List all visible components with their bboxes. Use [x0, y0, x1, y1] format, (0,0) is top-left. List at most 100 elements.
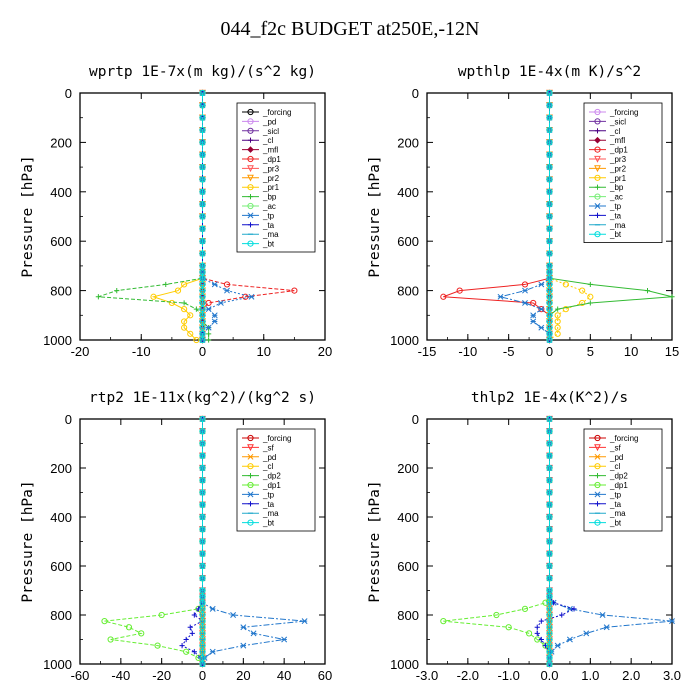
data-point: [199, 114, 206, 121]
chart-panel-2: wpthlp 1E-4x(m K)/s^2 Pressure [hPa] -15 -1…: [367, 64, 679, 359]
chart-panel-1: wprtp 1E-7x(m kg)/(s^2 kg) Pressure [hPa]…: [20, 64, 332, 359]
data-point: [199, 550, 206, 557]
legend-label: _cl: [262, 136, 273, 145]
legend-marker: [594, 444, 601, 452]
legend-label: _pr2: [262, 174, 280, 183]
x-tick-label: -1.0: [497, 668, 519, 683]
legend-label: _ac: [262, 202, 276, 211]
legend-label: _bp: [262, 193, 277, 202]
legend-marker: [594, 519, 601, 526]
legend-marker: [594, 128, 601, 134]
x-tick-label: 10: [257, 344, 271, 359]
data-point: [199, 102, 206, 109]
data-point: [114, 288, 120, 294]
data-point: [199, 489, 206, 496]
data-point: [546, 188, 553, 195]
data-point: [199, 605, 206, 612]
data-point: [546, 501, 553, 508]
data-point: [538, 618, 544, 624]
legend-label: _sf: [262, 443, 274, 452]
data-point: [546, 225, 553, 232]
legend-marker: [594, 231, 601, 238]
legend-label: _ta: [262, 500, 275, 509]
data-point: [291, 287, 298, 294]
data-point: [546, 452, 553, 459]
data-point: [579, 287, 586, 294]
data-point: [538, 636, 544, 643]
legend-label: _pr1: [609, 174, 627, 183]
data-point: [199, 306, 206, 313]
data-point: [301, 618, 308, 625]
data-point: [199, 618, 206, 625]
data-point: [546, 526, 553, 533]
data-point: [546, 562, 553, 570]
data-point: [546, 624, 553, 631]
series-tp: [497, 90, 553, 343]
data-point: [530, 318, 537, 325]
data-point: [546, 89, 553, 97]
chart-title: thlp2 1E-4x(K^2)/s: [471, 390, 628, 406]
data-point: [546, 489, 553, 496]
data-point: [546, 201, 553, 208]
legend-label: _ac: [609, 193, 623, 202]
y-tick-label: 400: [397, 185, 419, 200]
legend-marker: [594, 174, 601, 181]
legend-marker: [247, 491, 254, 498]
legend-box: [583, 428, 663, 532]
data-point: [206, 337, 212, 343]
data-point: [546, 538, 553, 545]
x-tick-label: 40: [277, 668, 291, 683]
legend-marker: [247, 202, 254, 210]
data-point: [138, 630, 145, 637]
x-tick-label: -40: [111, 668, 130, 683]
series-line: [98, 93, 210, 340]
legend-label: _forcing: [262, 434, 291, 443]
data-point: [199, 562, 206, 570]
legend-marker: [247, 184, 254, 191]
data-point: [554, 330, 561, 337]
data-point: [199, 275, 206, 282]
data-point: [199, 624, 206, 631]
data-point: [199, 312, 206, 319]
series-ma: [546, 92, 553, 341]
legend-label: _dp1: [262, 155, 281, 164]
legend: _forcing_sf_pd_cl_dp2_dp1_tp_ta_ma_bt: [236, 428, 316, 532]
data-point: [440, 293, 447, 300]
data-point: [205, 324, 212, 331]
data-point: [546, 464, 553, 472]
legend-marker: [247, 453, 254, 460]
legend-marker: [594, 203, 601, 209]
x-tick-label: -20: [71, 344, 90, 359]
y-tick-label: 0: [412, 412, 419, 427]
data-point: [493, 611, 500, 619]
legend-marker: [247, 118, 254, 125]
data-point: [168, 299, 175, 307]
series-line: [151, 93, 203, 341]
data-point: [199, 299, 206, 307]
data-point: [562, 306, 569, 313]
legend-marker: [247, 146, 254, 153]
data-point: [199, 642, 206, 649]
legend-marker: [247, 519, 254, 526]
data-point: [181, 318, 188, 325]
series-dp1: [440, 89, 553, 344]
data-point: [199, 428, 206, 435]
legend-label: _mfl: [609, 136, 625, 145]
legend-label: _ma: [609, 509, 626, 518]
data-point: [199, 287, 206, 294]
data-point: [248, 293, 255, 300]
data-point: [546, 318, 553, 325]
x-tick-label: -10: [132, 344, 151, 359]
data-point: [546, 293, 553, 300]
data-point: [199, 587, 206, 594]
x-tick-label: 0: [546, 344, 553, 359]
data-point: [199, 238, 206, 245]
series-pr1: [150, 89, 206, 344]
data-point: [183, 636, 189, 643]
data-point: [199, 176, 206, 183]
data-point: [187, 330, 194, 337]
data-point: [521, 605, 529, 612]
y-axis-label: Pressure [hPa]: [367, 480, 383, 602]
legend-label: _mfl: [262, 146, 278, 155]
legend-label: _ta: [262, 221, 275, 230]
